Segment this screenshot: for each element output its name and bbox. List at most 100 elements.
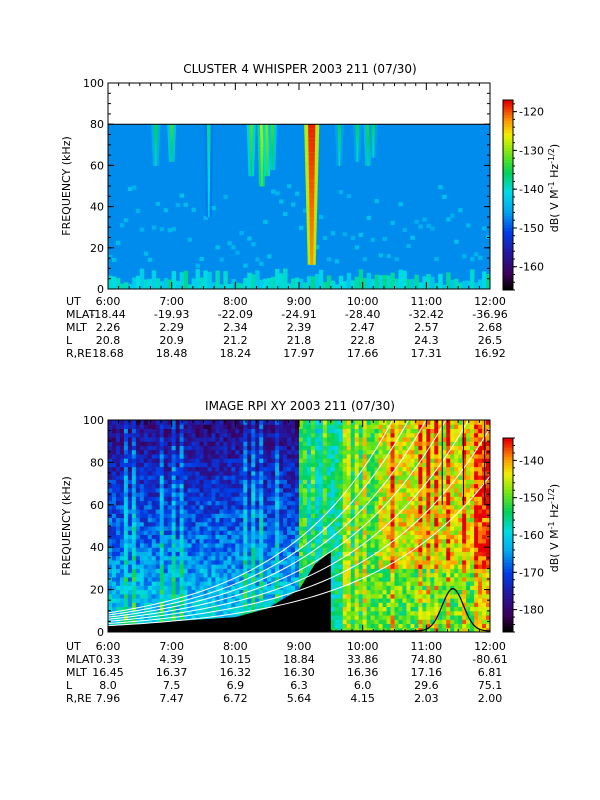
whisper-burst-core [356,140,359,144]
whisper-texture-cell [478,255,483,260]
rpi-cell [410,559,415,565]
rpi-cell [402,593,407,599]
rpi-cell [370,424,376,429]
rpi-cell [108,610,113,616]
rpi-cell [426,513,431,519]
rpi-cell [187,453,193,459]
rpi-cell [195,436,201,442]
rpi-cell [275,449,280,455]
rpi-cell [310,555,316,561]
rpi-cell [406,513,411,519]
whisper-burst-core [271,141,274,145]
rpi-cell [183,610,189,616]
whisper-burst-core [207,164,211,172]
rpi-cell [187,585,193,591]
whisper-texture-cell [179,193,185,198]
rpi-cell [386,466,392,472]
rpi-cell [211,564,216,569]
rpi-cell [299,504,304,510]
rpi-cell [143,538,149,544]
rpi-cell [187,538,193,544]
rpi-cell [430,436,435,442]
rpi-cell [191,470,197,476]
rpi-cell [398,445,403,451]
rpi-cell [191,424,197,429]
rpi-cell [354,521,360,527]
whisper-texture-cell [147,257,153,262]
rpi-cell [227,487,232,493]
ephemeris-value: 8:00 [223,295,248,308]
rpi-cell [143,589,149,595]
rpi-cell [310,483,316,489]
rpi-cell [143,500,149,506]
rpi-cell [111,538,117,544]
rpi-cell [378,420,384,425]
rpi-cell [111,441,117,446]
rpi-cell [267,585,272,591]
rpi-cell [175,615,181,620]
rpi-cell [299,424,304,429]
rpi-cell [275,500,280,506]
rpi-cell [358,581,364,586]
rpi-cell [422,424,427,429]
rpi-cell [159,453,165,459]
rpi-cell [139,576,145,582]
rpi-cell [135,517,141,523]
rpi-cell [334,470,340,476]
rpi-cell [239,521,244,527]
rpi-cell [123,610,129,616]
rpi-cell [398,432,403,438]
rpi-cell [346,542,352,548]
rpi-cell [358,509,364,514]
rpi-cell [151,466,157,472]
rpi-cell [151,453,157,459]
rpi-cell [159,432,165,438]
rpi-cell [271,445,276,451]
rpi-cell [386,449,392,455]
rpi-cell [111,564,117,569]
rpi-cell [171,428,177,434]
rpi-cell [414,453,419,459]
rpi-cell [346,602,352,608]
rpi-cell [334,436,340,442]
rpi-cell [350,547,356,552]
rpi-cell [243,436,248,442]
rpi-cell [199,534,204,540]
rpi-cell [187,606,193,612]
whisper-texture-cell [171,227,177,232]
rpi-cell [306,441,312,446]
rpi-cell [259,513,264,519]
rpi-cell [302,513,308,519]
rpi-cell [306,530,312,535]
rpi-cell [418,509,423,514]
rpi-cell [330,602,336,608]
whisper-lowband-cell [151,270,157,289]
rpi-cell [291,526,296,531]
rpi-cell [418,500,423,506]
rpi-cell [366,420,372,425]
rpi-cell [123,479,129,485]
whisper-burst-core [170,138,174,141]
rpi-cell [199,483,204,489]
ephemeris-value: 2.68 [478,321,503,334]
rpi-cell [342,542,348,548]
rpi-cell [255,441,260,446]
rpi-cell [108,530,113,535]
colorbar-swatch [503,206,513,211]
rpi-cell [302,576,308,582]
rpi-cell [330,428,336,434]
rpi-cell [394,496,399,502]
rpi-cell [406,521,411,527]
rpi-cell [386,615,392,620]
rpi-cell [338,445,344,451]
rpi-cell [183,513,189,519]
rpi-cell [203,513,208,519]
rpi-cell [143,453,149,459]
rpi-cell [410,492,415,497]
rpi-cell [299,500,304,506]
rpi-cell [135,492,141,497]
colorbar-swatch [503,284,513,288]
rpi-cell [302,496,308,502]
rpi-cell [287,470,292,476]
rpi-cell [131,500,137,506]
